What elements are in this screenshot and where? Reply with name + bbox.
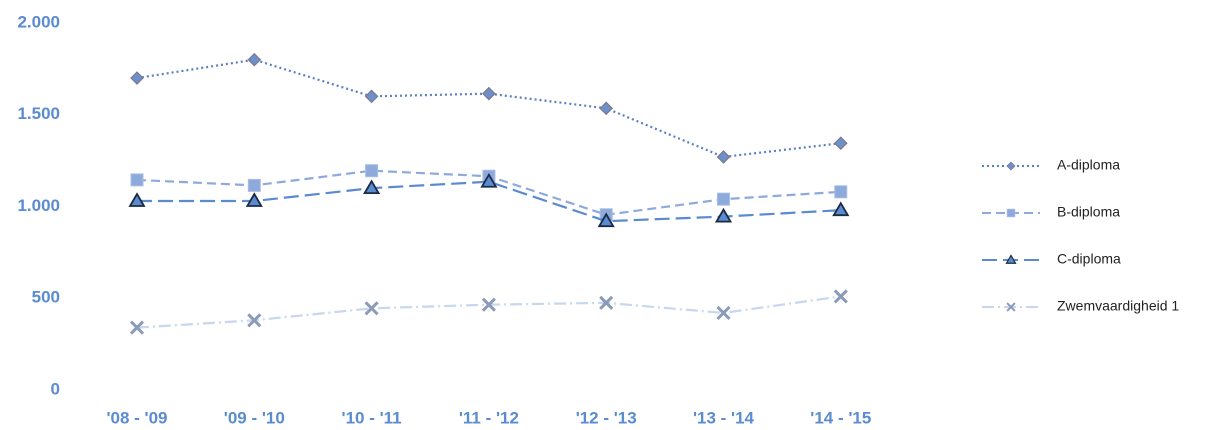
legend-label: A-diploma bbox=[1057, 157, 1120, 173]
x-tick-label: '09 - '10 bbox=[224, 408, 285, 427]
y-tick-label: 0 bbox=[51, 379, 60, 398]
marker bbox=[245, 192, 263, 207]
marker bbox=[129, 320, 145, 335]
marker bbox=[364, 89, 379, 104]
marker bbox=[363, 179, 381, 195]
marker bbox=[833, 289, 848, 304]
marker bbox=[481, 297, 496, 312]
marker bbox=[247, 52, 262, 67]
marker bbox=[247, 313, 262, 328]
marker bbox=[714, 207, 733, 223]
marker bbox=[365, 164, 379, 178]
marker bbox=[247, 178, 261, 192]
y-tick-label: 1.000 bbox=[17, 196, 60, 215]
marker bbox=[364, 301, 379, 316]
marker bbox=[716, 150, 731, 164]
marker bbox=[716, 305, 731, 320]
marker bbox=[717, 192, 730, 206]
x-tick-label: '08 - '09 bbox=[106, 408, 167, 427]
series-line bbox=[137, 180, 841, 223]
x-tick-label: '14 - '15 bbox=[810, 408, 871, 427]
legend-label: C-diploma bbox=[1057, 251, 1121, 267]
marker bbox=[597, 212, 615, 228]
y-tick-label: 2.000 bbox=[17, 12, 60, 31]
x-tick-label: '12 - '13 bbox=[576, 408, 637, 427]
series-line bbox=[136, 295, 841, 329]
x-tick-label: '10 - '11 bbox=[342, 408, 402, 427]
marker bbox=[832, 201, 850, 217]
marker bbox=[833, 136, 848, 151]
marker bbox=[128, 192, 146, 207]
marker bbox=[130, 173, 144, 187]
legend-label: B-diploma bbox=[1057, 204, 1120, 220]
legend-label: Zwemvaardigheid 1 bbox=[1057, 298, 1179, 314]
marker bbox=[1005, 254, 1017, 264]
x-tick-label: '13 - '14 bbox=[693, 408, 755, 427]
marker bbox=[1006, 208, 1016, 218]
y-tick-label: 500 bbox=[32, 288, 60, 307]
marker bbox=[130, 71, 144, 85]
series-line bbox=[136, 58, 841, 159]
marker bbox=[834, 185, 848, 199]
x-tick-label: '11 - '12 bbox=[459, 408, 519, 427]
marker bbox=[599, 101, 614, 116]
marker bbox=[1006, 161, 1016, 171]
marker bbox=[599, 295, 614, 310]
marker bbox=[482, 86, 496, 101]
marker bbox=[480, 172, 498, 188]
y-tick-label: 1.500 bbox=[17, 104, 60, 123]
marker bbox=[1006, 302, 1016, 312]
